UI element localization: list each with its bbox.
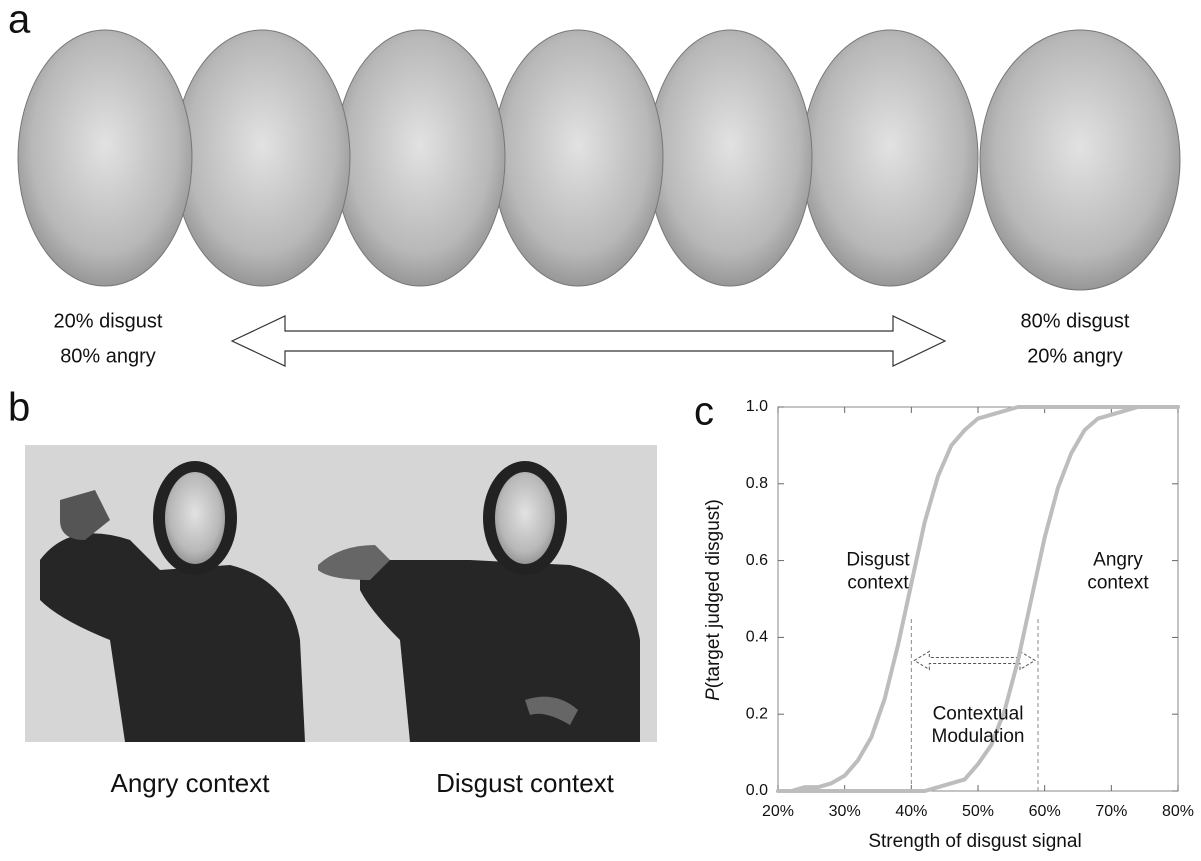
double-arrow: [232, 316, 945, 366]
panel-label: a: [8, 0, 31, 42]
y-tick-label: 0.4: [746, 629, 768, 646]
y-tick-label: 1.0: [746, 398, 768, 415]
face: [18, 30, 192, 286]
y-tick-label: 0.8: [746, 475, 768, 492]
annotation-line: Modulation: [932, 726, 1025, 747]
face: [174, 30, 350, 286]
annotation-line: Contextual: [933, 703, 1024, 724]
caption: Disgust context: [436, 768, 615, 798]
annotation-line: Disgust: [846, 550, 910, 571]
morph-label: 20% angry: [1027, 345, 1123, 367]
morph-label: 80% angry: [60, 345, 156, 367]
face: [980, 30, 1180, 290]
y-tick-label: 0.0: [746, 782, 768, 799]
face: [335, 30, 505, 286]
caption: Angry context: [111, 768, 271, 798]
face: [648, 30, 812, 286]
panel-label: c: [694, 390, 714, 434]
x-tick-label: 30%: [829, 803, 861, 820]
face: [802, 30, 978, 286]
x-tick-label: 20%: [762, 803, 794, 820]
face-morph-row: [18, 30, 1180, 290]
x-tick-label: 50%: [962, 803, 994, 820]
morph-label: 20% disgust: [54, 310, 163, 332]
y-axis-text: (target judged disgust): [703, 499, 724, 688]
morph-label: 80% disgust: [1021, 310, 1130, 332]
figure: a 20% disgust 80% angry 80% disgust 20% …: [0, 0, 1201, 861]
face: [493, 30, 663, 286]
annotation-line: Angry: [1093, 550, 1143, 571]
x-axis-label: Strength of disgust signal: [868, 831, 1081, 852]
annotation-line: context: [847, 573, 909, 594]
x-tick-label: 70%: [1095, 803, 1127, 820]
annotation-line: context: [1087, 573, 1149, 594]
y-axis-variable: P: [703, 688, 724, 701]
x-tick-label: 80%: [1162, 803, 1194, 820]
y-tick-label: 0.6: [746, 552, 768, 569]
x-tick-label: 40%: [895, 803, 927, 820]
panel-label: b: [8, 386, 30, 430]
y-axis-label: P(target judged disgust): [703, 499, 724, 701]
y-tick-label: 0.2: [746, 705, 768, 722]
x-tick-label: 60%: [1029, 803, 1061, 820]
